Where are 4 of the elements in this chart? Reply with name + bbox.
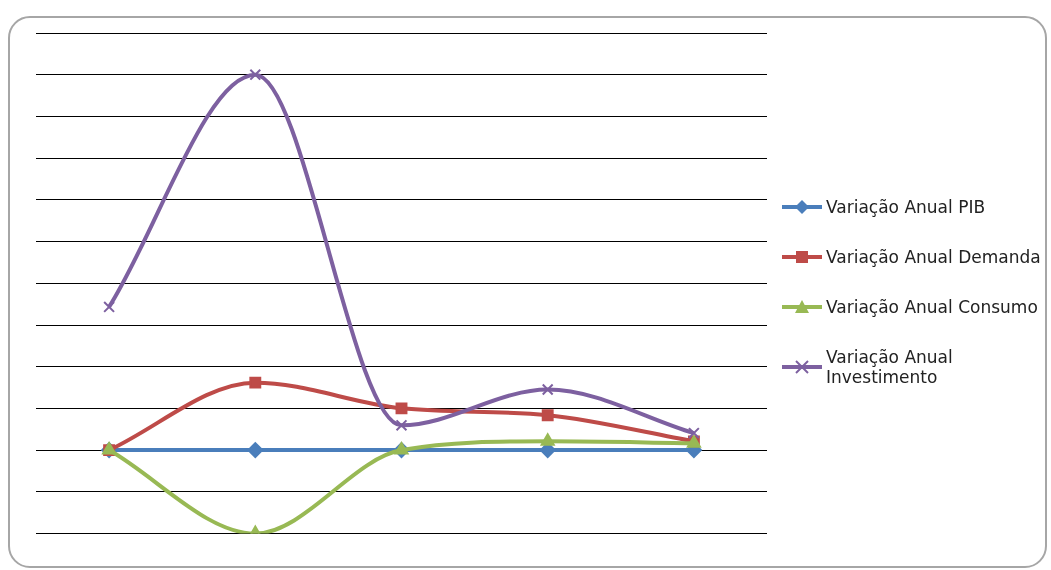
legend-label: Variação Anual Demanda bbox=[826, 247, 1041, 267]
legend-label: Variação Anual Consumo bbox=[826, 297, 1038, 317]
legend-label: Variação Anual Investimento bbox=[826, 347, 954, 387]
legend-label: Variação Anual PIB bbox=[826, 197, 986, 217]
